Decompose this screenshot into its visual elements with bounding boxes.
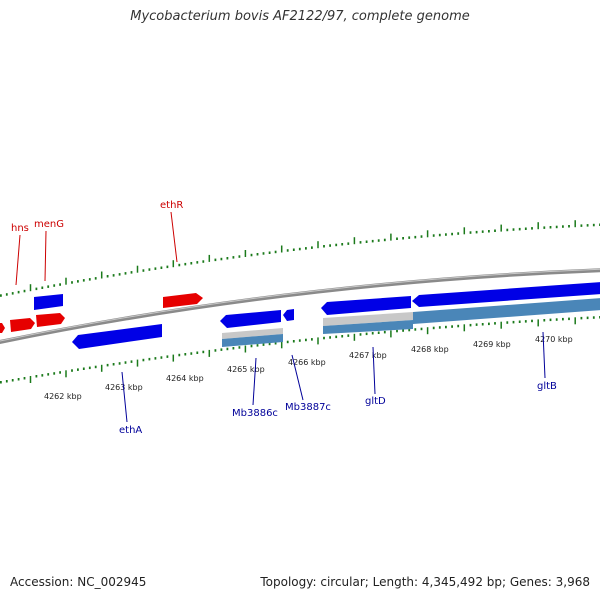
forward-gene-arrow[interactable]: [0, 323, 5, 333]
feature-gray-bar: [222, 328, 283, 339]
gene-labels: hns menG ethR ethA Mb3886c Mb3887c gltD …: [11, 200, 557, 436]
reverse-gene-arrow[interactable]: [220, 310, 281, 328]
leader-hns: [15, 234, 21, 286]
feature-steel-bar: [323, 320, 413, 334]
genome-backbone: [0, 268, 600, 345]
upper-tick-row: [0, 220, 600, 297]
gene-label-Mb3887c[interactable]: Mb3887c: [285, 402, 331, 413]
gene-label-ethA[interactable]: ethA: [119, 425, 142, 436]
gene-label-menG[interactable]: menG: [34, 219, 64, 230]
scale-label: 4270 kbp: [535, 335, 573, 344]
reverse-gene-arrow[interactable]: [72, 324, 162, 349]
leader-menG: [44, 230, 47, 282]
scale-label: 4266 kbp: [288, 358, 326, 367]
map-title: Mycobacterium bovis AF2122/97, complete …: [130, 9, 470, 24]
feature-steel-bar: [413, 298, 600, 324]
leader-gltB: [542, 331, 546, 379]
reverse-gene-arrow[interactable]: [321, 296, 411, 315]
leader-ethA: [121, 371, 128, 423]
scale-label: 4269 kbp: [473, 340, 511, 349]
reverse-gene-arrow[interactable]: [283, 309, 294, 321]
accession-text: Accession: NC_002945: [10, 575, 147, 589]
scale-label: 4262 kbp: [44, 392, 82, 401]
scale-labels: 4262 kbp 4263 kbp 4264 kbp 4265 kbp 4266…: [44, 335, 573, 401]
gene-label-gltD[interactable]: gltD: [365, 396, 386, 407]
genome-stats-text: Topology: circular; Length: 4,345,492 bp…: [260, 575, 590, 589]
forward-genes: [0, 293, 203, 333]
scale-label: 4267 kbp: [349, 351, 387, 360]
lower-tick-row: [0, 316, 600, 384]
reverse-genes: [34, 282, 600, 349]
feature-steel-bar: [222, 334, 283, 347]
leader-Mb3887c: [291, 354, 304, 401]
leader-gltD: [372, 346, 376, 395]
label-leaders: [15, 211, 546, 423]
gene-label-hns[interactable]: hns: [11, 223, 29, 234]
leader-ethR: [170, 211, 178, 263]
gene-label-Mb3886c[interactable]: Mb3886c: [232, 408, 278, 419]
leader-Mb3886c: [252, 357, 257, 406]
scale-label: 4264 kbp: [166, 374, 204, 383]
genome-backbone-highlight: [0, 268, 600, 342]
scale-label: 4268 kbp: [411, 345, 449, 354]
forward-gene-arrow[interactable]: [163, 293, 203, 308]
gene-label-gltB[interactable]: gltB: [537, 381, 557, 392]
forward-gene-arrow[interactable]: [36, 313, 65, 327]
reverse-gene-arrow[interactable]: [412, 282, 600, 307]
feature-gray-bar: [323, 312, 413, 326]
gene-label-ethR[interactable]: ethR: [160, 200, 183, 211]
reverse-gene-arrow[interactable]: [34, 294, 63, 310]
feature-track: [222, 298, 600, 347]
scale-label: 4265 kbp: [227, 365, 265, 374]
forward-gene-arrow[interactable]: [10, 318, 35, 332]
